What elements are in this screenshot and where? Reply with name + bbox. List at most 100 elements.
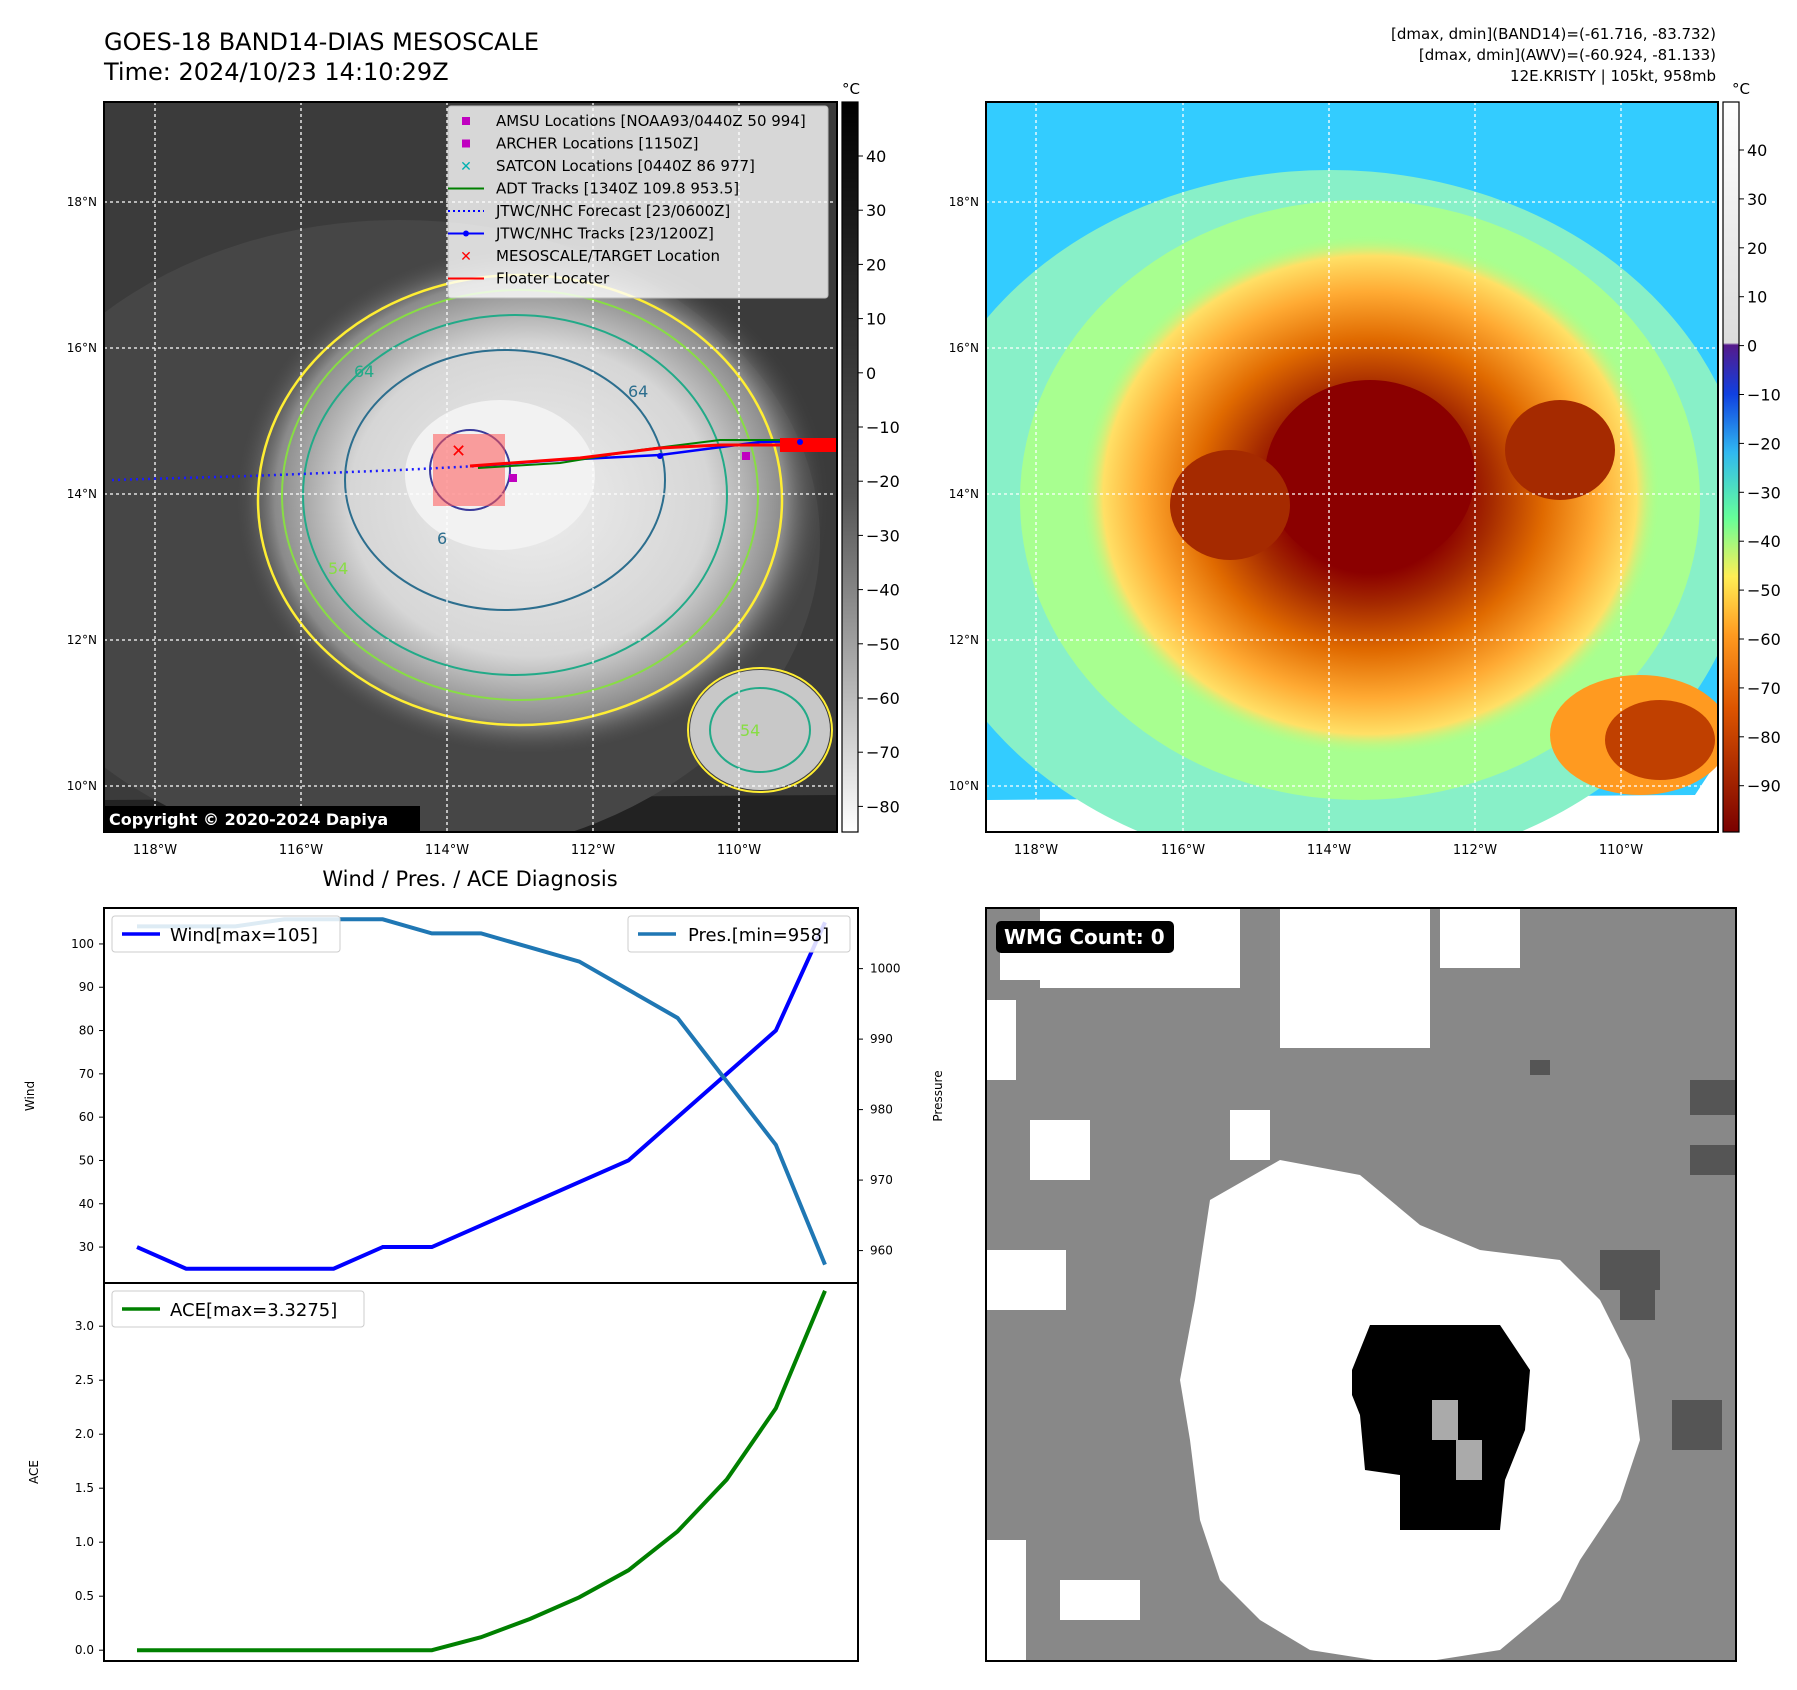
ir-colorbar-unit: °C	[842, 80, 860, 98]
wind-pres-axes	[103, 907, 859, 1284]
ir-lat-label: 16°N	[67, 341, 97, 355]
ace-tick-label: 2.5	[75, 1373, 94, 1387]
pressure-tick-label: 980	[870, 1103, 893, 1117]
legend-label: SATCON Locations [0440Z 86 977]	[496, 157, 755, 175]
wind-tick-label: 100	[71, 937, 94, 951]
awv-lon-label: 118°W	[1014, 843, 1058, 858]
wmg-panel	[986, 908, 1736, 1661]
ir-lon-label: 114°W	[425, 843, 469, 858]
contour-label: 64	[628, 382, 648, 401]
awv-colorbar-tick-label: 10	[1747, 288, 1767, 307]
ir-colorbar-tick-label: 30	[866, 201, 886, 220]
ace-axes	[103, 1282, 859, 1662]
pressure-tick-label: 1000	[870, 962, 901, 976]
wind-tick-label: 30	[79, 1240, 94, 1254]
ir-lat-label: 12°N	[67, 633, 97, 647]
ir-colorbar-tick-label: −60	[866, 689, 900, 708]
ir-colorbar-tick-label: 40	[866, 147, 886, 166]
ir-colorbar	[841, 101, 859, 833]
ir-colorbar-tick-label: −30	[866, 526, 900, 545]
contour-label: 54	[740, 721, 760, 740]
awv-lon-label: 112°W	[1453, 843, 1497, 858]
map-tick-labels: 18°N 18°N 16°N 16°N 14°N 14°N 12°N 12°N 10°N 10°N…	[67, 195, 1643, 858]
pressure-tick-label: 990	[870, 1032, 893, 1046]
copyright-label: Copyright © 2020-2024 Dapiya	[109, 810, 388, 829]
awv-colorbar-ticks: 40 30 20 10 0 −10 −20 −30 −40 −50 −60 −70 −80 −90	[1739, 141, 1781, 796]
ir-colorbar-tick-label: −70	[866, 743, 900, 762]
awv-lat-label: 18°N	[949, 195, 979, 209]
legend-label: MESOSCALE/TARGET Location	[496, 247, 720, 265]
figure-title-line1: GOES-18 BAND14-DIAS MESOSCALE	[104, 28, 539, 56]
legend-label: ADT Tracks [1340Z 109.8 953.5]	[496, 180, 739, 198]
wind-tick-label: 70	[79, 1067, 94, 1081]
legend-marker	[462, 117, 470, 125]
awv-colorbar-tick-label: −90	[1747, 777, 1781, 796]
awv-lat-label: 14°N	[949, 487, 979, 501]
legend-marker-dot	[463, 230, 469, 237]
info-line1: [dmax, dmin](BAND14)=(-61.716, -83.732)	[1391, 25, 1716, 43]
svg-text:✕: ✕	[451, 441, 466, 462]
wind-tick-label: 40	[79, 1197, 94, 1211]
awv-lat-label: 12°N	[949, 633, 979, 647]
ir-lat-label: 10°N	[67, 779, 97, 793]
wind-tick-label: 80	[79, 1024, 94, 1038]
contour-label: 64	[354, 362, 374, 381]
wind-axis-label: Wind	[23, 1081, 37, 1111]
awv-colorbar-tick-label: −80	[1747, 728, 1781, 747]
info-line2: [dmax, dmin](AWV)=(-60.924, -81.133)	[1419, 46, 1716, 64]
legend-marker: ✕	[460, 159, 472, 175]
legend-label: ARCHER Locations [1150Z]	[496, 135, 699, 153]
legend-label: AMSU Locations [NOAA93/0440Z 50 994]	[496, 112, 806, 130]
pressure-tick-label: 960	[870, 1244, 893, 1258]
awv-colorbar-tick-label: −20	[1747, 434, 1781, 453]
ace-tick-label: 1.5	[75, 1481, 94, 1495]
contour-label: 6	[437, 529, 447, 548]
ace-tick-label: 1.0	[75, 1535, 94, 1549]
awv-colorbar-tick-label: −30	[1747, 483, 1781, 502]
awv-satellite-panel	[986, 102, 1718, 832]
pressure-tick-label: 970	[870, 1173, 893, 1187]
ir-colorbar-tick-label: −50	[866, 635, 900, 654]
ace-tick-label: 0.0	[75, 1643, 94, 1657]
ir-panel-frame	[103, 101, 838, 833]
legend-label: JTWC/NHC Forecast [23/0600Z]	[495, 202, 730, 220]
ir-colorbar-tick-label: −20	[866, 472, 900, 491]
awv-lon-label: 114°W	[1307, 843, 1351, 858]
ir-colorbar-tick-label: 20	[866, 255, 886, 274]
diagnosis-chart-title: Wind / Pres. / ACE Diagnosis	[322, 867, 617, 891]
awv-colorbar-tick-label: 0	[1747, 337, 1757, 356]
wind-tick-label: 90	[79, 980, 94, 994]
ir-legend: AMSU Locations [NOAA93/0440Z 50 994] ARCH…	[447, 105, 829, 299]
ace-tick-label: 0.5	[75, 1589, 94, 1603]
pressure-axis-label: Pressure	[931, 1070, 945, 1121]
wind-tick-label: 60	[79, 1110, 94, 1124]
wind-legend-label: Wind[max=105]	[170, 925, 318, 946]
awv-colorbar-tick-label: −10	[1747, 386, 1781, 405]
ir-lon-label: 116°W	[279, 843, 323, 858]
awv-lat-label: 16°N	[949, 341, 979, 355]
ir-lat-label: 14°N	[67, 487, 97, 501]
ace-legend-label: ACE[max=3.3275]	[170, 1300, 337, 1321]
awv-colorbar-tick-label: −40	[1747, 532, 1781, 551]
ir-colorbar-tick-label: −10	[866, 418, 900, 437]
awv-colorbar-tick-label: 20	[1747, 239, 1767, 258]
awv-colorbar-tick-label: −70	[1747, 679, 1781, 698]
wmg-panel-frame	[985, 907, 1737, 1662]
ir-lon-label: 118°W	[133, 843, 177, 858]
awv-colorbar	[1722, 101, 1740, 833]
awv-colorbar-tick-label: 30	[1747, 190, 1767, 209]
wind-tick-label: 50	[79, 1153, 94, 1167]
pressure-legend-label: Pres.[min=958]	[688, 925, 829, 946]
ace-axis-label: ACE	[27, 1460, 41, 1484]
contour-label: 54	[328, 559, 348, 578]
legend-marker	[462, 139, 470, 148]
ace-tick-label: 3.0	[75, 1319, 94, 1333]
awv-colorbar-tick-label: 40	[1747, 141, 1767, 160]
awv-colorbar-tick-label: −60	[1747, 630, 1781, 649]
awv-colorbar-unit: °C	[1732, 80, 1750, 98]
ir-lat-label: 18°N	[67, 195, 97, 209]
ir-colorbar-tick-label: 0	[866, 364, 876, 383]
awv-lon-label: 116°W	[1161, 843, 1205, 858]
ir-lon-label: 110°W	[717, 843, 761, 858]
